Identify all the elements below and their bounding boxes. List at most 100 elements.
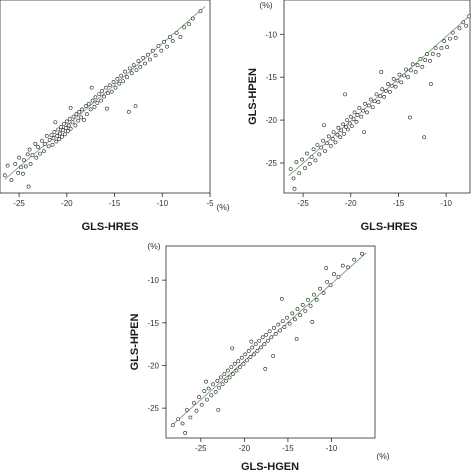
data-point xyxy=(84,104,88,109)
data-point xyxy=(306,297,310,302)
scatter-panel-3: -25 -20 -15 -10 -25 -20 -15 -10 GLS-HGEN (%) GLS-H… xyxy=(129,241,390,473)
data-point xyxy=(71,114,76,119)
x-axis-title: GLS-HRES xyxy=(82,221,139,233)
data-point xyxy=(365,110,369,115)
data-point xyxy=(272,326,276,330)
data-point xyxy=(420,65,425,69)
y-tick-label: -15 xyxy=(265,73,277,82)
data-point xyxy=(23,164,28,169)
x-axis-unit: (%) xyxy=(216,202,229,212)
x-tick-label: -20 xyxy=(61,199,73,208)
data-point xyxy=(68,105,73,110)
data-point xyxy=(105,106,109,111)
data-point xyxy=(338,135,343,140)
data-point xyxy=(134,68,139,72)
data-point xyxy=(117,81,122,86)
data-point xyxy=(323,149,327,153)
data-point xyxy=(366,103,371,108)
data-point xyxy=(220,382,225,387)
data-point xyxy=(273,331,278,336)
data-point xyxy=(231,372,235,376)
data-point xyxy=(100,88,105,93)
data-point xyxy=(232,361,237,366)
data-point xyxy=(159,48,164,53)
data-point xyxy=(57,137,62,142)
plot-frame xyxy=(283,0,471,194)
data-point xyxy=(141,56,146,60)
data-point xyxy=(252,352,256,357)
data-point xyxy=(62,121,66,126)
data-point xyxy=(355,113,360,117)
data-point xyxy=(42,142,47,146)
data-point xyxy=(171,423,175,428)
data-point xyxy=(54,139,59,144)
data-point xyxy=(40,138,44,143)
data-point xyxy=(311,147,316,152)
data-point xyxy=(239,355,244,360)
data-point xyxy=(49,133,54,138)
data-point xyxy=(13,162,18,166)
data-point xyxy=(303,166,307,171)
data-point xyxy=(28,162,33,166)
data-point xyxy=(183,430,188,435)
data-point xyxy=(176,417,181,422)
y-tick-label: -20 xyxy=(265,116,277,125)
data-point xyxy=(105,91,110,96)
data-point xyxy=(180,421,185,426)
data-point xyxy=(79,115,84,120)
data-point xyxy=(156,43,161,48)
data-point xyxy=(310,320,315,324)
data-point xyxy=(315,143,320,147)
data-point xyxy=(450,30,455,35)
data-point xyxy=(58,131,63,136)
data-point xyxy=(425,52,429,56)
data-point xyxy=(349,124,354,128)
data-point xyxy=(213,390,218,394)
data-point xyxy=(418,57,423,62)
data-point xyxy=(64,119,69,124)
data-point xyxy=(433,46,438,50)
data-point xyxy=(21,171,25,176)
data-point xyxy=(332,272,336,277)
data-point xyxy=(52,129,57,134)
data-point xyxy=(174,31,179,35)
data-point xyxy=(47,138,52,142)
data-point xyxy=(97,92,102,96)
data-point xyxy=(66,123,71,128)
data-point xyxy=(230,346,235,351)
x-tick-label: -5 xyxy=(206,199,214,208)
data-point xyxy=(313,158,318,163)
x-tick-label: -15 xyxy=(393,199,405,208)
data-point xyxy=(93,95,98,100)
data-point xyxy=(319,145,324,150)
data-point xyxy=(318,286,323,291)
data-point xyxy=(243,352,248,357)
data-point xyxy=(343,92,347,97)
data-point xyxy=(269,335,274,340)
data-point xyxy=(406,75,410,80)
data-point xyxy=(215,378,220,383)
data-point xyxy=(347,121,352,126)
data-point xyxy=(346,127,350,132)
data-point xyxy=(408,68,413,73)
data-point xyxy=(55,134,60,138)
data-point xyxy=(336,274,341,279)
data-point xyxy=(61,128,65,133)
data-point xyxy=(279,297,284,301)
data-point xyxy=(107,83,112,88)
data-point xyxy=(250,345,255,350)
data-point xyxy=(402,73,407,78)
data-point xyxy=(384,89,388,93)
data-point xyxy=(255,349,260,353)
data-point xyxy=(340,263,345,268)
data-point xyxy=(102,94,106,99)
data-point xyxy=(321,291,326,295)
x-tick-label: -20 xyxy=(239,444,251,453)
data-point xyxy=(146,52,150,57)
data-point xyxy=(170,39,175,43)
data-point xyxy=(129,71,134,76)
data-point xyxy=(393,84,398,89)
data-point xyxy=(63,132,67,137)
data-point xyxy=(86,101,91,106)
